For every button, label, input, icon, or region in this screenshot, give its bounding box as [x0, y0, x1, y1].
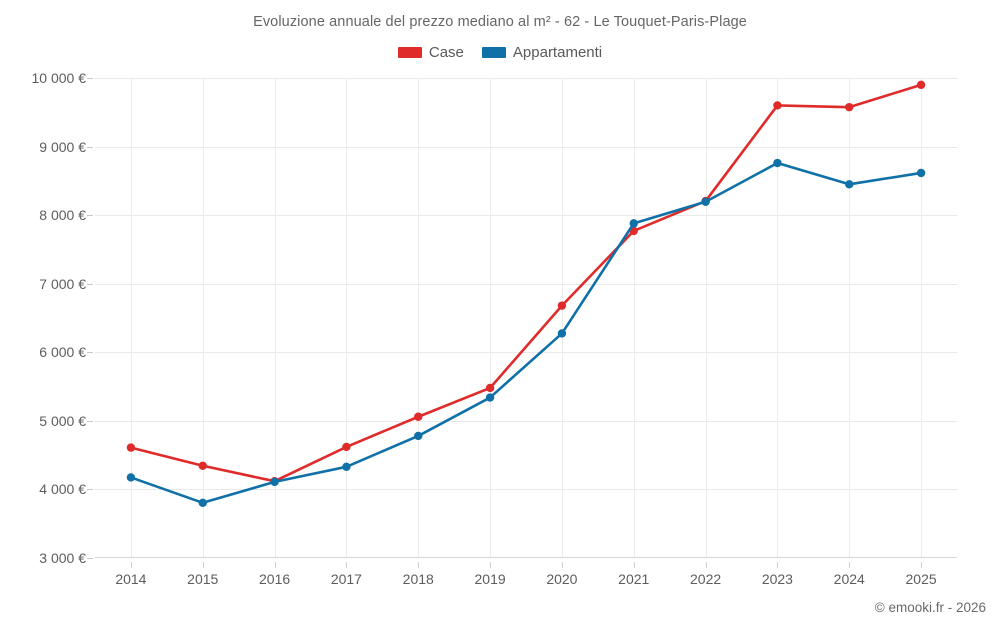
y-tick-label: 6 000 € — [39, 344, 86, 361]
x-tick-mark — [633, 562, 635, 568]
y-tick-mark — [87, 78, 93, 79]
x-tick-mark — [130, 562, 132, 568]
grid-line-horizontal — [95, 352, 957, 354]
x-axis: 2014 2015 2016 2017 2018 2019 2020 2021 2022 2023… — [95, 562, 957, 590]
x-tick-label: 2018 — [402, 571, 434, 587]
data-point[interactable] — [485, 383, 495, 393]
legend-swatch-appartamenti — [481, 47, 506, 58]
data-point[interactable] — [342, 442, 351, 452]
legend-item-appartamenti[interactable]: Appartamenti — [481, 44, 603, 61]
y-tick-mark — [87, 146, 93, 148]
grid-line-horizontal — [95, 420, 957, 422]
grid-line-horizontal — [95, 78, 957, 79]
y-tick-label: 8 000 € — [39, 207, 86, 224]
data-point[interactable] — [198, 461, 207, 470]
data-point[interactable] — [629, 219, 638, 228]
grid-line-vertical — [561, 78, 563, 558]
y-tick-label: 4 000 € — [39, 481, 86, 498]
x-tick-mark — [777, 562, 779, 568]
footer-credit: © emooki.fr - 2026 — [874, 600, 986, 615]
y-tick-mark — [87, 352, 93, 354]
legend-swatch-case — [397, 47, 422, 58]
grid-line-vertical — [490, 78, 492, 558]
legend-label-case: Case — [428, 44, 464, 61]
grid-line-vertical — [849, 78, 851, 558]
grid-line-vertical — [777, 78, 779, 558]
y-tick-mark — [87, 215, 93, 217]
x-tick-mark — [849, 562, 851, 568]
x-tick-label: 2015 — [187, 571, 219, 587]
grid-line-vertical — [633, 78, 635, 558]
x-tick-label: 2021 — [618, 571, 650, 587]
y-tick-mark — [87, 420, 93, 422]
grid-line-vertical — [921, 78, 923, 558]
legend-label-appartamenti: Appartamenti — [512, 44, 603, 61]
grid-line-vertical — [418, 78, 420, 558]
data-point[interactable] — [916, 80, 926, 90]
grid-line-vertical — [130, 78, 132, 558]
series-case — [126, 80, 926, 486]
x-tick-mark — [418, 562, 420, 568]
data-point[interactable] — [270, 477, 279, 487]
chart-title: Evoluzione annuale del prezzo mediano al… — [253, 14, 747, 30]
data-point[interactable] — [414, 412, 423, 421]
grid-line-horizontal — [95, 215, 957, 217]
grid-line-horizontal — [95, 146, 957, 148]
grid-line-vertical — [705, 78, 707, 558]
data-point[interactable] — [342, 462, 351, 471]
x-tick-mark — [921, 562, 923, 568]
series-line-case — [129, 83, 923, 483]
x-tick-label: 2023 — [761, 571, 793, 587]
data-point[interactable] — [916, 168, 926, 178]
data-point[interactable] — [845, 180, 854, 189]
x-tick-mark — [561, 562, 563, 568]
x-tick-label: 2014 — [115, 571, 147, 587]
data-point[interactable] — [414, 431, 423, 441]
data-point[interactable] — [126, 443, 136, 452]
x-tick-label: 2020 — [546, 571, 578, 587]
chart-legend: Case Appartamenti — [0, 44, 1000, 61]
x-tick-label: 2017 — [330, 571, 362, 587]
legend-item-case[interactable]: Case — [397, 44, 464, 61]
grid-line-horizontal — [95, 489, 957, 491]
grid-line-vertical — [274, 78, 276, 558]
x-tick-label: 2019 — [474, 571, 506, 587]
y-tick-label: 7 000 € — [39, 275, 86, 292]
data-point[interactable] — [198, 498, 207, 507]
x-tick-label: 2025 — [905, 571, 937, 587]
x-tick-label: 2016 — [259, 571, 291, 587]
data-point[interactable] — [557, 329, 567, 338]
grid-line-horizontal — [95, 283, 957, 285]
x-tick-label: 2022 — [690, 571, 722, 587]
series-line-appartamenti — [129, 161, 923, 505]
plot-area — [95, 78, 957, 558]
data-point[interactable] — [773, 158, 782, 168]
y-axis: 3 000 € 4 000 € 5 000 € 6 000 € 7 000 € 8 000… — [0, 70, 93, 566]
y-tick-label: 3 000 € — [39, 550, 86, 566]
series-appartamenti — [126, 158, 926, 507]
data-point[interactable] — [845, 102, 854, 112]
grid-line-vertical — [346, 78, 348, 558]
y-tick-label: 9 000 € — [39, 138, 86, 155]
x-tick-label: 2024 — [833, 571, 865, 587]
y-tick-label: 10 000 € — [31, 70, 87, 86]
y-tick-mark — [87, 558, 93, 559]
y-tick-mark — [87, 489, 93, 491]
x-axis-baseline — [95, 557, 957, 558]
data-point[interactable] — [126, 473, 136, 482]
data-point[interactable] — [773, 101, 782, 110]
x-tick-mark — [490, 562, 492, 568]
grid-line-vertical — [202, 78, 204, 558]
y-tick-mark — [87, 283, 93, 285]
x-tick-mark — [202, 562, 204, 568]
data-point[interactable] — [557, 301, 567, 310]
x-tick-mark — [274, 562, 276, 568]
series-layer — [126, 80, 926, 507]
y-tick-label: 5 000 € — [39, 412, 86, 429]
data-point[interactable] — [701, 197, 710, 206]
data-point[interactable] — [485, 393, 495, 402]
x-tick-mark — [346, 562, 348, 568]
x-tick-mark — [705, 562, 707, 568]
